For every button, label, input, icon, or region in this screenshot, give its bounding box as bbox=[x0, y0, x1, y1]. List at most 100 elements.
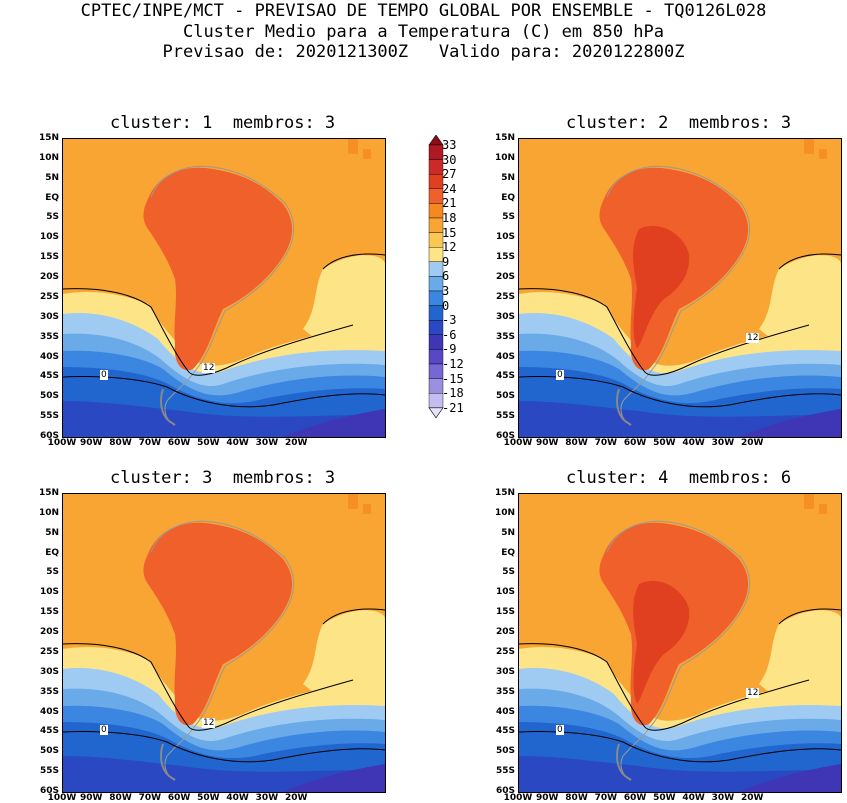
lat-tick-label: 5S bbox=[502, 567, 515, 578]
lat-tick-label: 15N bbox=[494, 488, 515, 498]
colorbar-level-label: -18 bbox=[442, 386, 464, 401]
lat-tick-label: 5S bbox=[502, 212, 515, 223]
colorbar-level-label: -3 bbox=[442, 313, 457, 328]
lon-tick-label: 90W bbox=[80, 793, 103, 803]
colorbar-level-label: -6 bbox=[442, 327, 457, 342]
lon-tick-label: 100W bbox=[503, 793, 533, 803]
lon-tick-label: 100W bbox=[47, 438, 77, 448]
lat-tick-label: 20S bbox=[39, 272, 59, 283]
lat-tick-label: 50S bbox=[495, 391, 515, 402]
contour-label-0: 0 bbox=[100, 725, 108, 735]
lon-tick-label: 40W bbox=[682, 793, 705, 803]
contour-label-0: 0 bbox=[556, 725, 564, 735]
temperature-map-3 bbox=[62, 493, 386, 793]
lat-tick-label: 15N bbox=[38, 488, 59, 498]
lat-tick-label: 5N bbox=[45, 527, 59, 538]
lat-tick-label: 15N bbox=[38, 133, 59, 143]
lat-tick-label: 55S bbox=[495, 411, 515, 422]
temperature-map-4 bbox=[518, 493, 842, 793]
main-title: CPTEC/INPE/MCT - PREVISAO DE TEMPO GLOBA… bbox=[80, 1, 767, 21]
lon-tick-label: 40W bbox=[682, 438, 705, 448]
lat-tick-label: EQ bbox=[45, 547, 59, 558]
contour-label-12: 12 bbox=[202, 718, 216, 728]
lat-tick-label: 35S bbox=[495, 331, 515, 342]
lon-tick-label: 60W bbox=[623, 438, 647, 448]
lat-tick-label: 45S bbox=[39, 371, 59, 382]
lat-tick-label: 55S bbox=[495, 766, 515, 777]
lat-tick-label: 20S bbox=[495, 627, 515, 638]
lat-tick-label: 40S bbox=[39, 351, 59, 362]
lat-tick-label: EQ bbox=[501, 547, 515, 558]
lat-tick-label: 50S bbox=[495, 746, 515, 757]
colorbar-level-label: 21 bbox=[442, 196, 457, 211]
lon-tick-label: 20W bbox=[740, 438, 764, 448]
colorbar-level-label: -21 bbox=[442, 400, 464, 415]
lon-tick-label: 60W bbox=[167, 438, 191, 448]
lat-tick-label: 35S bbox=[39, 331, 59, 342]
lat-tick-label: 10N bbox=[494, 152, 515, 163]
lat-tick-label: 35S bbox=[39, 686, 59, 697]
lon-tick-label: 30W bbox=[711, 793, 735, 803]
lat-tick-label: 45S bbox=[495, 726, 515, 737]
colorbar-level-label: 18 bbox=[442, 211, 457, 225]
lon-tick-label: 30W bbox=[255, 438, 279, 448]
lat-tick-label: 10S bbox=[39, 587, 59, 598]
lat-tick-label: 30S bbox=[39, 311, 59, 322]
temperature-map-svg bbox=[63, 494, 385, 792]
lat-tick-label: 10S bbox=[495, 232, 515, 243]
lat-tick-label: 45S bbox=[495, 371, 515, 382]
panel-title-2: cluster: 2 membros: 3 bbox=[566, 113, 792, 133]
lon-tick-label: 60W bbox=[167, 793, 191, 803]
contour-label-12: 12 bbox=[202, 363, 216, 373]
lon-tick-label: 60W bbox=[623, 793, 647, 803]
lat-tick-label: 15S bbox=[39, 607, 59, 618]
panel-title-3: cluster: 3 membros: 3 bbox=[110, 468, 336, 488]
temperature-map-2 bbox=[518, 138, 842, 438]
colorbar-level-label: 33 bbox=[442, 138, 457, 152]
lon-tick-label: 50W bbox=[197, 793, 220, 803]
colorbar-level-label: 27 bbox=[442, 167, 457, 182]
contour-label-0: 0 bbox=[100, 370, 108, 380]
lon-tick-label: 90W bbox=[536, 438, 559, 448]
lat-tick-label: 30S bbox=[495, 666, 515, 677]
lat-tick-label: 60S bbox=[39, 786, 59, 796]
lat-tick-label: 25S bbox=[495, 291, 515, 302]
colorbar-level-label: -12 bbox=[442, 357, 464, 371]
panel-title-4: cluster: 4 membros: 6 bbox=[566, 468, 792, 488]
colorbar-level-label: 30 bbox=[442, 152, 457, 167]
lon-tick-label: 40W bbox=[226, 438, 249, 448]
lon-tick-label: 70W bbox=[594, 793, 618, 803]
lat-tick-label: 40S bbox=[495, 351, 515, 362]
lat-tick-label: 55S bbox=[39, 411, 59, 422]
lon-tick-label: 20W bbox=[740, 793, 764, 803]
lon-tick-label: 90W bbox=[80, 438, 103, 448]
lat-tick-label: 10S bbox=[495, 587, 515, 598]
lat-tick-label: 25S bbox=[39, 646, 59, 657]
lat-tick-label: 5S bbox=[46, 567, 59, 578]
lat-tick-label: 60S bbox=[495, 786, 515, 796]
lat-tick-label: 25S bbox=[495, 646, 515, 657]
lat-tick-label: 15S bbox=[495, 607, 515, 618]
lat-tick-label: 30S bbox=[39, 666, 59, 677]
temperature-map-1 bbox=[62, 138, 386, 438]
temperature-map-svg bbox=[63, 139, 385, 437]
lat-tick-label: 5N bbox=[45, 172, 59, 183]
lon-tick-label: 100W bbox=[503, 438, 533, 448]
lat-tick-label: 10S bbox=[39, 232, 59, 243]
lon-tick-label: 80W bbox=[109, 438, 132, 448]
lat-tick-label: 40S bbox=[495, 706, 515, 717]
lat-tick-label: 15N bbox=[494, 133, 515, 143]
lon-tick-label: 80W bbox=[565, 438, 588, 448]
forecast-dates: Previsao de: 2020121300Z Valido para: 20… bbox=[162, 42, 685, 62]
lat-tick-label: 15S bbox=[495, 252, 515, 263]
colorbar-level-label: 6 bbox=[442, 269, 450, 284]
colorbar-level-label: 0 bbox=[442, 298, 450, 313]
panel-title-1: cluster: 1 membros: 3 bbox=[110, 113, 336, 133]
lat-tick-label: 10N bbox=[38, 152, 59, 163]
lon-tick-label: 30W bbox=[255, 793, 279, 803]
lat-tick-label: 50S bbox=[39, 746, 59, 757]
lon-tick-label: 20W bbox=[284, 793, 308, 803]
contour-label-0: 0 bbox=[556, 370, 564, 380]
lon-tick-label: 80W bbox=[109, 793, 132, 803]
lat-tick-label: 50S bbox=[39, 391, 59, 402]
